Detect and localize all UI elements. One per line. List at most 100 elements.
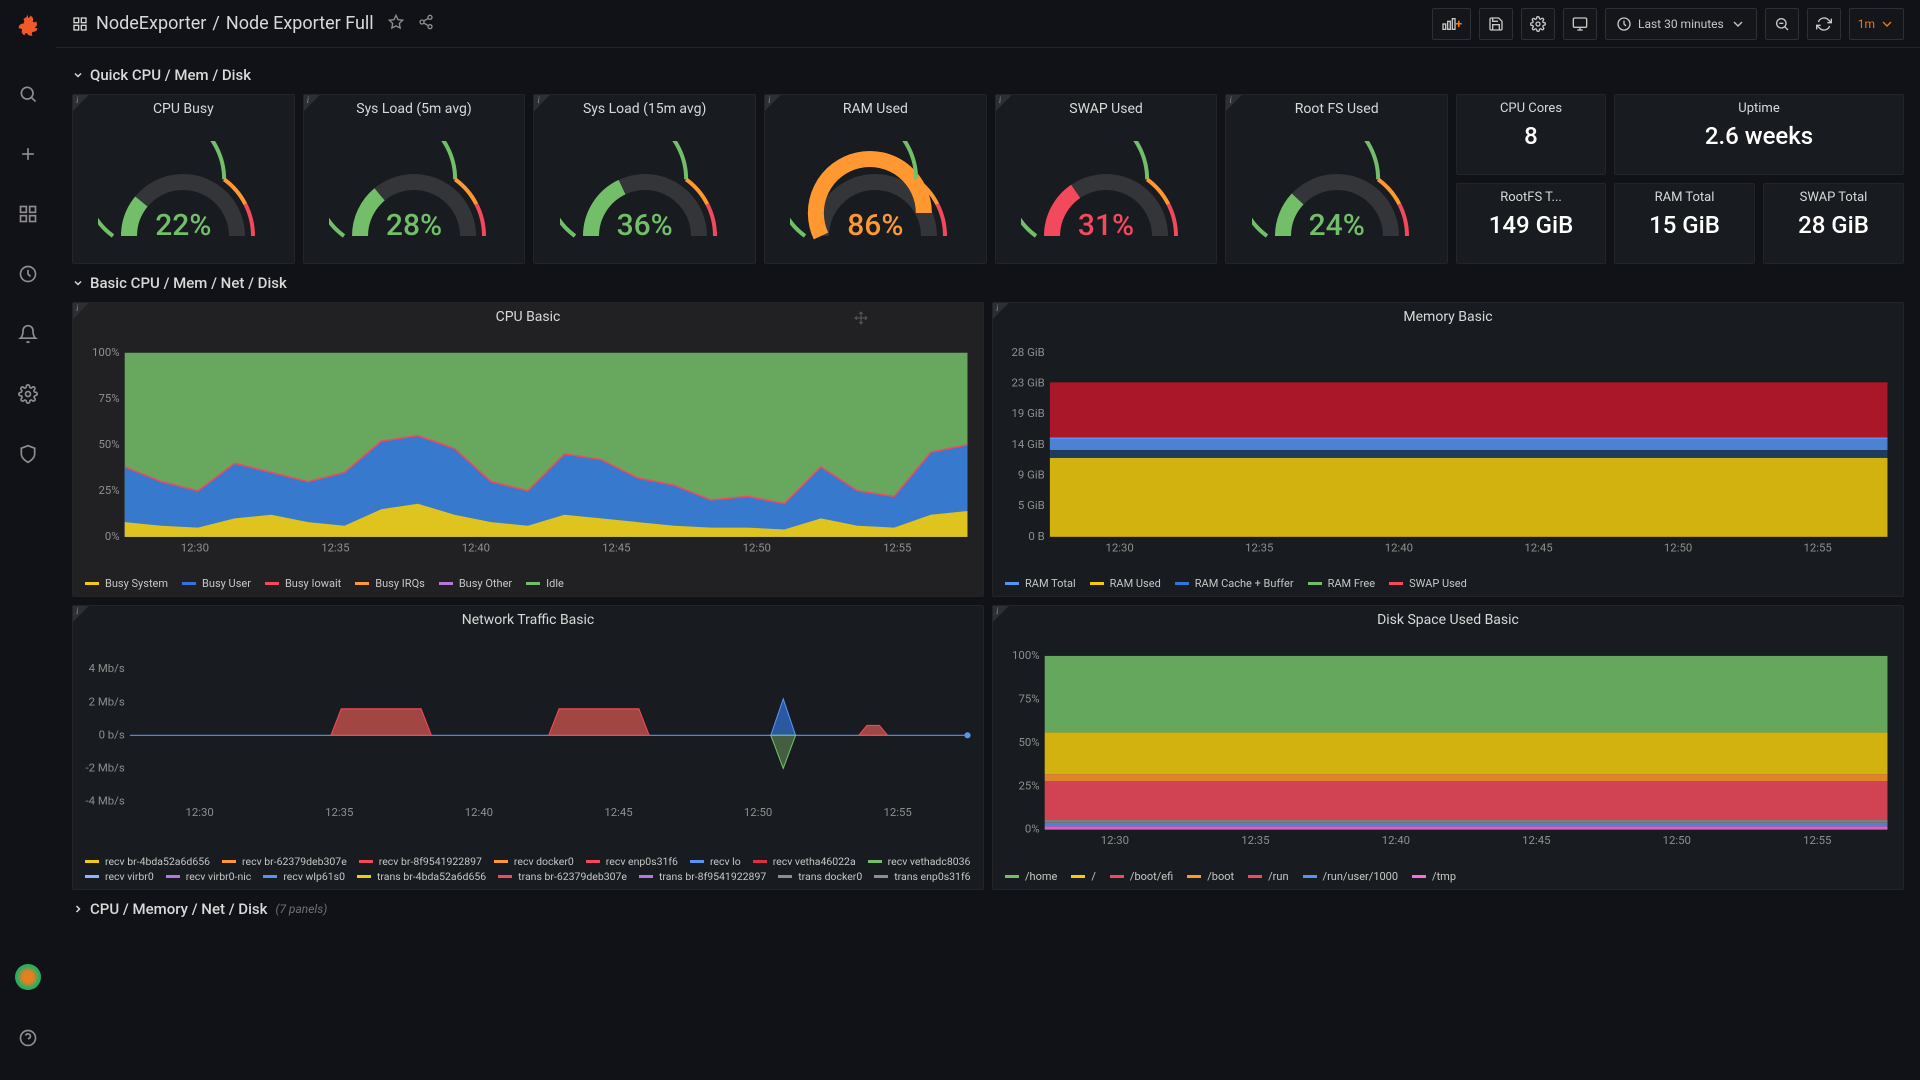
plus-icon[interactable] (10, 136, 46, 172)
svg-text:75%: 75% (1018, 691, 1039, 705)
gauge-ram-used[interactable]: RAM Used86% (764, 94, 987, 264)
help-icon[interactable] (10, 1020, 46, 1056)
legend-item[interactable]: recv br-8f9541922897 (359, 855, 482, 868)
stat-uptime[interactable]: Uptime2.6 weeks (1614, 94, 1904, 175)
legend-item[interactable]: RAM Cache + Buffer (1175, 577, 1294, 590)
legend-item[interactable]: /boot (1187, 870, 1234, 883)
refresh-interval-label: 1m (1858, 17, 1875, 31)
legend-item[interactable]: trans br-62379deb307e (498, 870, 627, 883)
legend-item[interactable]: Busy User (182, 577, 251, 590)
drag-handle-icon[interactable] (854, 311, 868, 329)
refresh-interval-button[interactable]: 1m (1849, 8, 1904, 40)
svg-text:12:45: 12:45 (604, 805, 632, 819)
legend-item[interactable]: Busy System (85, 577, 168, 590)
gauge-cpu-busy[interactable]: CPU Busy22% (72, 94, 295, 264)
legend-item[interactable]: trans br-8f9541922897 (639, 870, 766, 883)
info-icon (534, 95, 550, 111)
tv-button[interactable] (1563, 8, 1597, 40)
stat-title: SWAP Total (1764, 184, 1903, 205)
add-panel-button[interactable]: + (1432, 8, 1471, 40)
gear-icon[interactable] (10, 376, 46, 412)
panel-disk-basic[interactable]: Disk Space Used Basic 0%25%50%75%100%12:… (992, 605, 1904, 890)
svg-text:0%: 0% (1025, 822, 1040, 836)
info-icon (73, 303, 89, 319)
explore-icon[interactable] (10, 256, 46, 292)
refresh-button[interactable] (1807, 8, 1841, 40)
mem-legend: RAM Total RAM Used RAM Cache + Buffer RAM F… (993, 573, 1903, 596)
legend-item[interactable]: Idle (526, 577, 564, 590)
stat-ram-total[interactable]: RAM Total15 GiB (1614, 183, 1755, 264)
legend-item[interactable]: recv vethadc8036 (868, 855, 971, 868)
panel-memory-basic[interactable]: Memory Basic 0 B5 GiB9 GiB14 GiB19 GiB23… (992, 302, 1904, 597)
svg-text:50%: 50% (98, 437, 119, 451)
legend-item[interactable]: RAM Total (1005, 577, 1076, 590)
legend-item[interactable]: /run (1248, 870, 1288, 883)
grafana-logo-icon[interactable] (14, 12, 42, 40)
svg-text:25%: 25% (98, 483, 119, 497)
gauge-value: 36% (534, 208, 755, 243)
panel-title: Disk Space Used Basic (993, 606, 1903, 632)
legend-item[interactable]: trans br-4bda52a6d656 (357, 870, 486, 883)
dashboards-icon[interactable] (10, 196, 46, 232)
legend-item[interactable]: /home (1005, 870, 1057, 883)
net-chart: -4 Mb/s-2 Mb/s0 b/s2 Mb/s4 Mb/s12:3012:3… (73, 632, 983, 851)
legend-item[interactable]: recv enp0s31f6 (586, 855, 678, 868)
svg-text:25%: 25% (1018, 778, 1039, 792)
legend-item[interactable]: Busy IRQs (355, 577, 425, 590)
mem-chart: 0 B5 GiB9 GiB14 GiB19 GiB23 GiB28 GiB12:… (993, 329, 1903, 573)
legend-item[interactable]: RAM Free (1308, 577, 1376, 590)
time-range-button[interactable]: Last 30 minutes (1605, 8, 1757, 40)
settings-button[interactable] (1521, 8, 1555, 40)
legend-item[interactable]: recv br-62379deb307e (222, 855, 347, 868)
disk-chart: 0%25%50%75%100%12:3012:3512:4012:4512:50… (993, 632, 1903, 866)
row-quick[interactable]: Quick CPU / Mem / Disk (72, 56, 1904, 94)
svg-text:12:35: 12:35 (1241, 833, 1269, 847)
legend-item[interactable]: Busy Other (439, 577, 512, 590)
legend-item[interactable]: /tmp (1412, 870, 1456, 883)
share-icon[interactable] (418, 14, 434, 34)
legend-item[interactable]: /boot/efi (1110, 870, 1173, 883)
bell-icon[interactable] (10, 316, 46, 352)
gauge-root-fs-used[interactable]: Root FS Used24% (1225, 94, 1448, 264)
legend-item[interactable]: SWAP Used (1389, 577, 1467, 590)
gauge-sys-load-5m-avg-[interactable]: Sys Load (5m avg)28% (303, 94, 526, 264)
stat-cpu-cores[interactable]: CPU Cores8 (1456, 94, 1606, 175)
legend-item[interactable]: Busy Iowait (265, 577, 341, 590)
legend-item[interactable]: /run/user/1000 (1303, 870, 1399, 883)
avatar[interactable] (15, 964, 41, 990)
svg-text:28 GiB: 28 GiB (1012, 345, 1045, 359)
legend-item[interactable]: recv br-4bda52a6d656 (85, 855, 210, 868)
svg-text:12:55: 12:55 (883, 540, 911, 554)
row-basic-label: Basic CPU / Mem / Net / Disk (90, 274, 287, 292)
panel-cpu-basic[interactable]: CPU Basic 0%25%50%75%100%12:3012:3512:40… (72, 302, 984, 597)
legend-item[interactable]: trans enp0s31f6 (874, 870, 970, 883)
svg-text:2 Mb/s: 2 Mb/s (89, 694, 125, 708)
legend-item[interactable]: recv virbr0 (85, 870, 154, 883)
legend-item[interactable]: trans docker0 (778, 870, 862, 883)
legend-item[interactable]: recv vetha46022a (753, 855, 856, 868)
row-basic[interactable]: Basic CPU / Mem / Net / Disk (72, 264, 1904, 302)
svg-text:12:40: 12:40 (1382, 833, 1410, 847)
row-cpumem[interactable]: CPU / Memory / Net / Disk (7 panels) (72, 890, 1904, 928)
legend-item[interactable]: / (1071, 870, 1096, 883)
search-icon[interactable] (10, 76, 46, 112)
svg-text:12:55: 12:55 (884, 805, 912, 819)
gauge-sys-load-15m-avg-[interactable]: Sys Load (15m avg)36% (533, 94, 756, 264)
panel-title: SWAP Used (996, 95, 1217, 121)
stat-rootfs[interactable]: RootFS T...149 GiB (1456, 183, 1606, 264)
disk-legend: /home / /boot/efi/boot/run/run/user/1000/t… (993, 866, 1903, 889)
stat-swap-total[interactable]: SWAP Total28 GiB (1763, 183, 1904, 264)
panel-network-basic[interactable]: Network Traffic Basic -4 Mb/s-2 Mb/s0 b/… (72, 605, 984, 890)
legend-item[interactable]: recv wlp61s0 (263, 870, 345, 883)
legend-item[interactable]: recv virbr0-nic (166, 870, 252, 883)
legend-item[interactable]: recv docker0 (494, 855, 574, 868)
breadcrumb[interactable]: NodeExporter / Node Exporter Full (72, 13, 374, 34)
gauge-swap-used[interactable]: SWAP Used31% (995, 94, 1218, 264)
zoom-out-button[interactable] (1765, 8, 1799, 40)
save-button[interactable] (1479, 8, 1513, 40)
shield-icon[interactable] (10, 436, 46, 472)
legend-item[interactable]: RAM Used (1090, 577, 1161, 590)
star-icon[interactable] (388, 14, 404, 34)
svg-text:5 GiB: 5 GiB (1018, 498, 1045, 512)
legend-item[interactable]: recv lo (690, 855, 741, 868)
